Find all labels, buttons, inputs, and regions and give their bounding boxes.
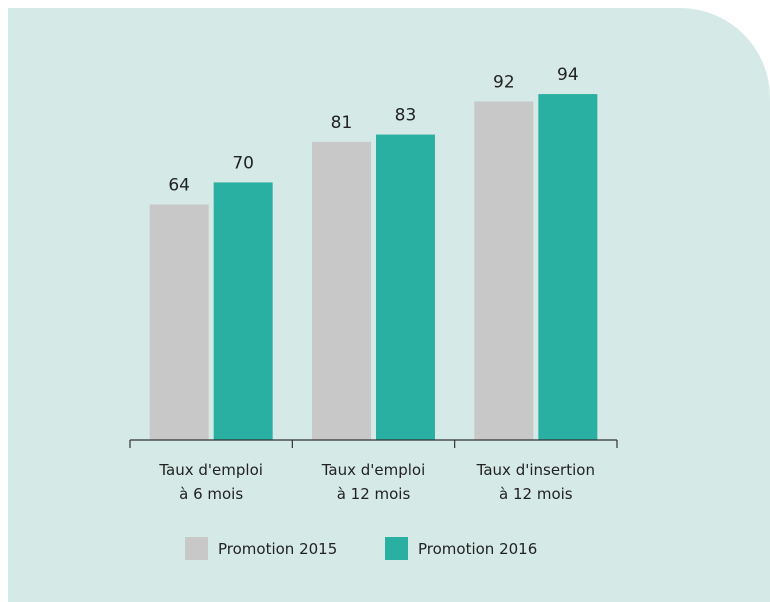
x-tick-label: Taux d'emploi à 12 mois [321,461,426,503]
legend-label: Promotion 2015 [218,540,338,558]
value-label: 92 [493,72,515,92]
x-tick-label: Taux d'insertion à 12 mois [476,461,595,503]
bar [376,134,435,440]
legend-swatch [385,537,408,560]
x-tick-label: Taux d'emploi à 6 mois [159,461,263,503]
legend-label: Promotion 2016 [418,540,538,558]
value-label: 70 [232,153,254,173]
bar [474,101,534,440]
value-label: 83 [395,106,417,126]
bar [213,182,273,440]
bar [538,94,598,440]
bar [149,204,209,440]
value-label: 81 [331,113,353,133]
legend-swatch [185,537,208,560]
bar [312,141,371,441]
value-label: 64 [168,175,190,195]
value-label: 94 [557,65,579,85]
